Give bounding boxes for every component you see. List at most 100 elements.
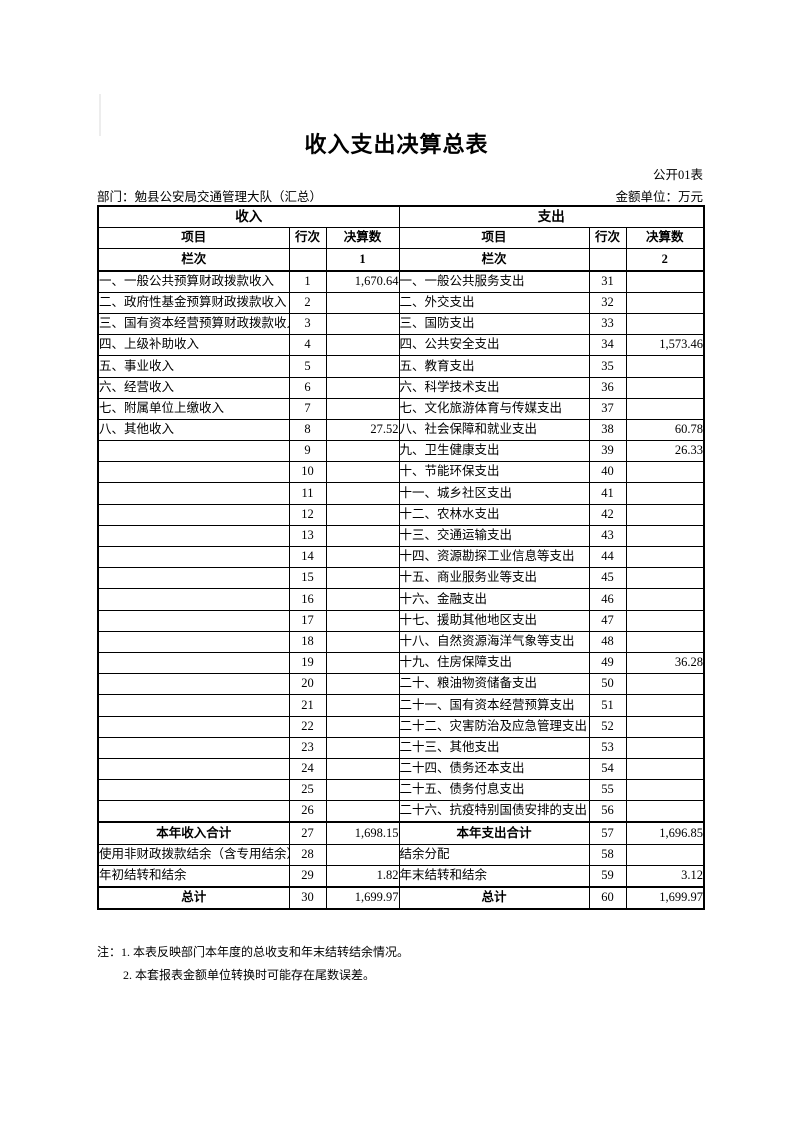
income-item-cell bbox=[97, 800, 290, 823]
expense-amount-cell: 1,699.97 bbox=[625, 885, 705, 910]
income-item-cell bbox=[97, 630, 290, 653]
expense-item-cell: 二十、粮油物资储备支出 bbox=[398, 673, 590, 696]
income-item-cell bbox=[97, 694, 290, 717]
table-row: 八、其他收入 8 27.52 八、社会保障和就业支出 38 60.78 bbox=[97, 418, 705, 442]
expense-item-cell: 二十六、抗疫特别国债安排的支出 bbox=[398, 800, 590, 823]
income-line-cell: 12 bbox=[288, 503, 327, 526]
income-amount-cell bbox=[325, 482, 400, 505]
expense-line-cell: 36 bbox=[588, 376, 627, 399]
expense-item-cell: 六、科学技术支出 bbox=[398, 376, 590, 399]
table-row: 总计 30 1,699.97 总计 60 1,699.97 bbox=[97, 885, 705, 910]
footnote-2: 2. 本套报表金额单位转换时可能存在尾数误差。 bbox=[123, 968, 376, 982]
expense-amount-cell bbox=[625, 270, 705, 293]
income-item-cell: 七、附属单位上缴收入 bbox=[97, 397, 290, 420]
income-line-cell: 20 bbox=[288, 673, 327, 696]
expense-line-cell: 53 bbox=[588, 736, 627, 759]
table-row: 21 二十一、国有资本经营预算支出 51 bbox=[97, 694, 705, 717]
expense-line-cell: 55 bbox=[588, 779, 627, 802]
income-amount-cell bbox=[325, 736, 400, 759]
page-title: 收入支出决算总表 bbox=[304, 132, 489, 157]
currency-unit-label: 金额单位：万元 bbox=[615, 190, 703, 204]
table-row: 15 十五、商业服务业等支出 45 bbox=[97, 567, 705, 590]
table-row: 26 二十六、抗疫特别国债安排的支出 56 bbox=[97, 800, 705, 823]
table-row: 20 二十、粮油物资储备支出 50 bbox=[97, 673, 705, 696]
income-amount-cell bbox=[325, 291, 400, 314]
expense-amount-cell bbox=[625, 503, 705, 526]
income-item-cell bbox=[97, 673, 290, 696]
income-line-cell: 7 bbox=[288, 397, 327, 420]
footnote-1: 注：1. 本表反映部门本年度的总收支和年末结转结余情况。 bbox=[97, 945, 410, 959]
table-row: 10 十、节能环保支出 40 bbox=[97, 461, 705, 484]
expense-amount-cell bbox=[625, 779, 705, 802]
income-amount-cell bbox=[325, 588, 400, 611]
table-row: 二、政府性基金预算财政拨款收入 2 二、外交支出 32 bbox=[97, 291, 705, 314]
income-item-cell bbox=[97, 503, 290, 526]
income-item-cell bbox=[97, 651, 290, 675]
expense-amount-cell bbox=[625, 376, 705, 399]
expense-line-cell: 49 bbox=[588, 651, 627, 675]
income-line-cell: 17 bbox=[288, 609, 327, 632]
expense-line-cell: 59 bbox=[588, 864, 627, 888]
expense-amount-cell bbox=[625, 588, 705, 611]
expense-amount-cell: 1,696.85 bbox=[625, 821, 705, 845]
income-line-cell: 6 bbox=[288, 376, 327, 399]
expense-amount-cell bbox=[625, 545, 705, 569]
expense-item-cell: 五、教育支出 bbox=[398, 355, 590, 378]
income-line-cell: 25 bbox=[288, 779, 327, 802]
income-item-cell: 八、其他收入 bbox=[97, 418, 290, 442]
table-row: 年初结转和结余 29 1.82 年末结转和结余 59 3.12 bbox=[97, 864, 705, 888]
income-column-number: 1 bbox=[325, 248, 400, 272]
scan-artifact bbox=[99, 94, 101, 136]
expense-item-cell: 二、外交支出 bbox=[398, 291, 590, 314]
income-amount-cell bbox=[325, 800, 400, 823]
income-line-header: 行次 bbox=[288, 227, 327, 250]
income-amount-cell: 1,698.15 bbox=[325, 821, 400, 845]
income-item-cell bbox=[97, 461, 290, 484]
expense-amount-cell: 36.28 bbox=[625, 651, 705, 675]
income-amount-cell bbox=[325, 779, 400, 802]
income-amount-cell bbox=[325, 545, 400, 569]
expense-line-cell: 42 bbox=[588, 503, 627, 526]
income-line-cell: 24 bbox=[288, 757, 327, 781]
column-number-row: 栏次 1 栏次 2 bbox=[97, 248, 705, 272]
income-amount-cell bbox=[325, 651, 400, 675]
income-item-cell: 使用非财政拨款结余（含专用结余） bbox=[97, 843, 290, 866]
income-item-cell bbox=[97, 757, 290, 781]
income-amount-header: 决算数 bbox=[325, 227, 400, 250]
column-header-row: 项目 行次 决算数 项目 行次 决算数 bbox=[97, 227, 705, 250]
income-amount-cell: 1.82 bbox=[325, 864, 400, 888]
table-row: 9 九、卫生健康支出 39 26.33 bbox=[97, 440, 705, 463]
expense-line-cell: 37 bbox=[588, 397, 627, 420]
income-item-cell: 年初结转和结余 bbox=[97, 864, 290, 888]
expense-line-cell: 48 bbox=[588, 630, 627, 653]
expense-item-cell: 十、节能环保支出 bbox=[398, 461, 590, 484]
expense-item-cell: 十九、住房保障支出 bbox=[398, 651, 590, 675]
income-line-cell: 27 bbox=[288, 821, 327, 845]
income-amount-cell: 1,670.64 bbox=[325, 270, 400, 293]
expense-item-cell: 八、社会保障和就业支出 bbox=[398, 418, 590, 442]
expense-line-cell: 43 bbox=[588, 524, 627, 548]
income-item-cell bbox=[97, 588, 290, 611]
expense-line-cell: 58 bbox=[588, 843, 627, 866]
table-row: 22 二十二、灾害防治及应急管理支出 52 bbox=[97, 715, 705, 738]
expense-item-cell: 七、文化旅游体育与传媒支出 bbox=[398, 397, 590, 420]
table-row: 23 二十三、其他支出 53 bbox=[97, 736, 705, 759]
income-amount-cell bbox=[325, 843, 400, 866]
expense-line-cell: 60 bbox=[588, 885, 627, 910]
expense-amount-cell bbox=[625, 482, 705, 505]
expense-line-header: 行次 bbox=[588, 227, 627, 250]
income-line-cell: 14 bbox=[288, 545, 327, 569]
income-amount-cell bbox=[325, 503, 400, 526]
income-item-cell bbox=[97, 440, 290, 463]
income-amount-cell bbox=[325, 567, 400, 590]
expense-amount-cell bbox=[625, 736, 705, 759]
expense-amount-cell bbox=[625, 843, 705, 866]
expense-line-cell: 47 bbox=[588, 609, 627, 632]
income-amount-cell: 27.52 bbox=[325, 418, 400, 442]
table-row: 六、经营收入 6 六、科学技术支出 36 bbox=[97, 376, 705, 399]
income-amount-cell bbox=[325, 440, 400, 463]
table-row: 11 十一、城乡社区支出 41 bbox=[97, 482, 705, 505]
income-item-cell: 四、上级补助收入 bbox=[97, 334, 290, 357]
expense-line-cell: 40 bbox=[588, 461, 627, 484]
income-lanci-blank bbox=[288, 248, 327, 272]
